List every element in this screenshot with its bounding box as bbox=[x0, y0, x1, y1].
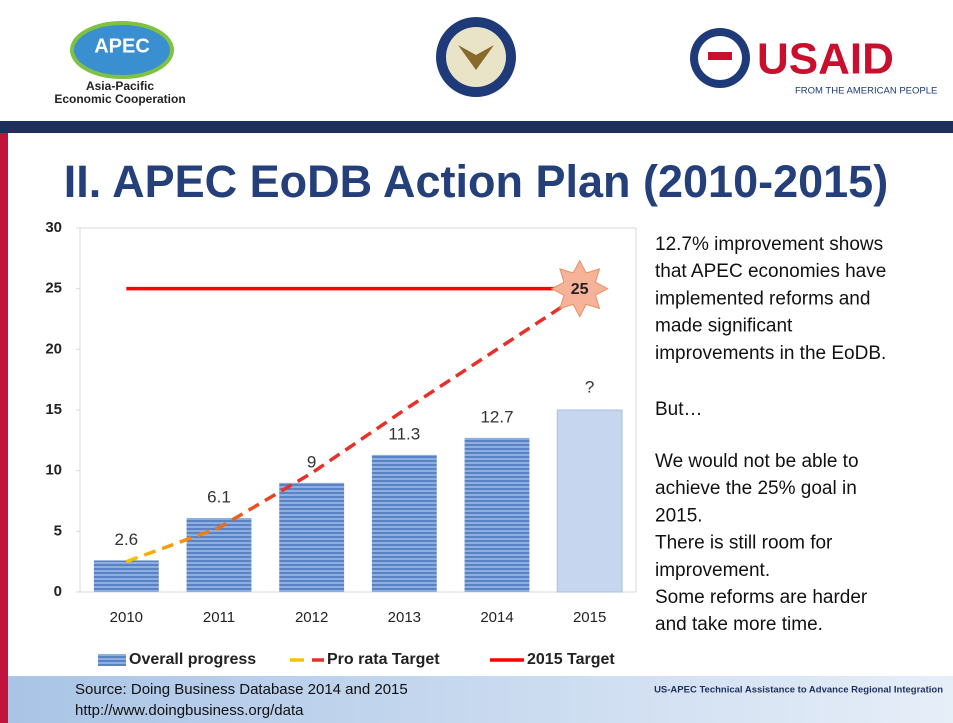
side-line: But… bbox=[655, 399, 703, 420]
legend-label: 2015 Target bbox=[527, 651, 615, 668]
data-label: 2.6 bbox=[115, 530, 139, 549]
apec-globe bbox=[72, 23, 172, 77]
x-tick-label: 2010 bbox=[110, 609, 143, 626]
header-bar bbox=[0, 121, 953, 133]
side-line: improvements in the EoDB. bbox=[655, 343, 886, 364]
side-line: and take more time. bbox=[655, 614, 823, 635]
data-label: 6.1 bbox=[207, 487, 231, 506]
footer-band bbox=[8, 676, 953, 723]
y-tick-label: 20 bbox=[45, 340, 62, 357]
apec-line: Asia-Pacific bbox=[86, 79, 154, 93]
side-line: achieve the 25% goal in bbox=[655, 478, 857, 499]
apec-mark: APEC bbox=[94, 35, 150, 57]
side-line: 2015. bbox=[655, 505, 703, 526]
side-line: There is still room for bbox=[655, 533, 833, 554]
side-line: made significant bbox=[655, 316, 793, 337]
y-tick-label: 30 bbox=[45, 219, 62, 236]
x-tick-label: 2011 bbox=[203, 609, 235, 626]
series-line bbox=[125, 287, 591, 564]
projected-bar bbox=[556, 409, 623, 593]
apec-ring bbox=[70, 21, 174, 79]
seal-eagle bbox=[458, 45, 494, 70]
legend-swatch bbox=[98, 654, 126, 666]
bar bbox=[186, 517, 252, 592]
slide-title: II. APEC EoDB Action Plan (2010-2015) bbox=[64, 156, 888, 207]
side-line: that APEC economies have bbox=[655, 261, 886, 282]
bar bbox=[371, 454, 437, 592]
footer-url: http://www.doingbusiness.org/data bbox=[75, 702, 304, 719]
y-tick-label: 15 bbox=[45, 401, 62, 418]
y-tick-label: 0 bbox=[54, 583, 62, 600]
left-stripe bbox=[0, 133, 8, 723]
footer-program: US-APEC Technical Assistance to Advance … bbox=[654, 685, 943, 696]
usaid-seal-band bbox=[708, 52, 732, 60]
target-star bbox=[550, 259, 609, 318]
bar bbox=[279, 482, 345, 592]
y-tick-label: 25 bbox=[45, 280, 62, 297]
data-label: 11.3 bbox=[388, 424, 420, 443]
star-label: 25 bbox=[571, 281, 589, 298]
side-line: implemented reforms and bbox=[655, 288, 870, 309]
side-line: 12.7% improvement shows bbox=[655, 234, 883, 255]
x-tick-label: 2013 bbox=[388, 609, 421, 626]
data-label: 9 bbox=[307, 452, 316, 471]
bar bbox=[93, 560, 159, 592]
x-tick-label: 2012 bbox=[295, 609, 328, 626]
chart: 0 5 10 15 20 25 30 2010 2011 2012 2013 2014 2015? 2.6… bbox=[45, 219, 637, 668]
side-line: Some reforms are harder bbox=[655, 587, 868, 608]
side-text: 12.7% improvement shows that APEC economi… bbox=[655, 234, 886, 635]
y-tick-label: 5 bbox=[54, 522, 62, 539]
x-tick-label: 2015 bbox=[573, 609, 606, 626]
side-line: improvement. bbox=[655, 560, 770, 581]
projected-label: ? bbox=[585, 377, 594, 396]
footer-source: Source: Doing Business Database 2014 and… bbox=[75, 681, 408, 698]
x-tick-label: 2014 bbox=[480, 609, 513, 626]
usaid-tagline: FROM THE AMERICAN PEOPLE bbox=[795, 86, 937, 97]
y-tick-label: 10 bbox=[45, 462, 62, 479]
legend-label: Overall progress bbox=[129, 651, 256, 668]
side-line: We would not be able to bbox=[655, 451, 859, 472]
apec-line: Economic Cooperation bbox=[54, 92, 185, 106]
plot-area bbox=[79, 227, 637, 593]
usaid-mark: USAID bbox=[757, 35, 894, 84]
legend-label: Pro rata Target bbox=[327, 651, 440, 668]
data-label: 12.7 bbox=[480, 407, 513, 426]
bar bbox=[464, 437, 530, 592]
